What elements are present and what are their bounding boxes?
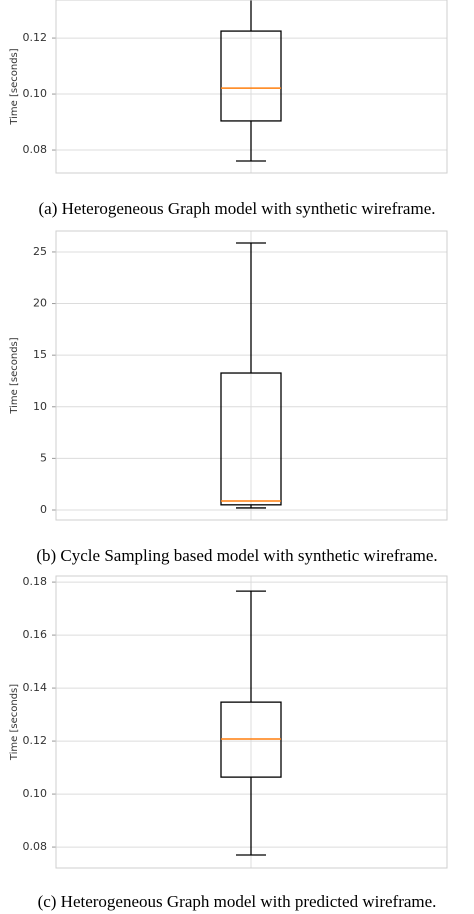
plot-frame xyxy=(55,0,448,174)
y-axis-label: Time [seconds] xyxy=(9,684,20,761)
y-axis-label: Time [seconds] xyxy=(9,337,20,414)
y-tick-label: 0 xyxy=(40,503,47,516)
y-axis-label: Time [seconds] xyxy=(9,48,20,125)
y-tick-label: 0.08 xyxy=(23,143,48,156)
y-tick-label: 0.12 xyxy=(23,31,48,44)
plot-area xyxy=(56,0,447,173)
y-tick-label: 15 xyxy=(33,348,47,361)
y-tick-label: 0.16 xyxy=(23,628,48,641)
y-tick-label: 0.10 xyxy=(23,787,48,800)
y-tick-label: 0.12 xyxy=(23,734,48,747)
y-tick-label: 25 xyxy=(33,245,47,258)
y-tick-label: 5 xyxy=(40,451,47,464)
y-tick-label: 10 xyxy=(33,400,47,413)
y-tick-label: 0.14 xyxy=(23,681,48,694)
plot-frame xyxy=(55,575,448,869)
y-tick-label: 0.10 xyxy=(23,87,48,100)
y-tick-label: 0.18 xyxy=(23,575,48,588)
plot-frame xyxy=(55,230,448,521)
caption: (c) Heterogeneous Graph model with predi… xyxy=(38,892,437,911)
plot-area xyxy=(56,576,447,868)
caption: (b) Cycle Sampling based model with synt… xyxy=(36,546,437,565)
y-tick-label: 0.08 xyxy=(23,840,48,853)
box xyxy=(220,372,282,506)
caption: (a) Heterogeneous Graph model with synth… xyxy=(39,199,436,218)
box xyxy=(220,30,282,122)
plot-area xyxy=(56,231,447,520)
y-tick-label: 20 xyxy=(33,297,47,310)
